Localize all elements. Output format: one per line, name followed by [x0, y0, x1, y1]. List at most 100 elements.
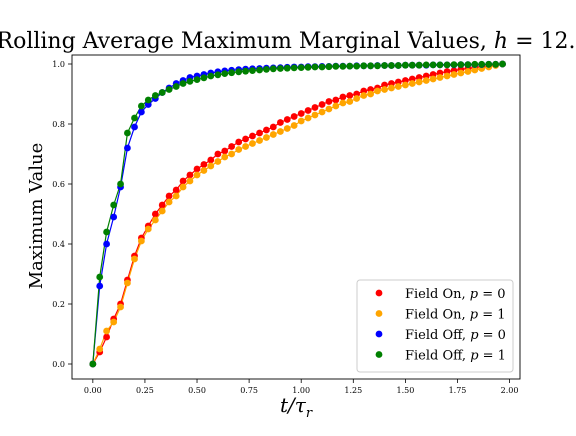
data-point-s1-51 — [443, 72, 451, 80]
data-point-s3-38 — [353, 62, 361, 70]
data-point-s1-46 — [408, 80, 416, 87]
legend-marker-3 — [375, 351, 383, 358]
data-point-s3-14 — [186, 78, 194, 85]
data-point-s1-12 — [172, 192, 180, 200]
chart-title-var: h — [494, 29, 508, 54]
data-point-s1-13 — [179, 183, 187, 191]
data-point-s0-13 — [179, 177, 187, 185]
data-point-s1-25 — [263, 134, 270, 141]
data-point-s3-10 — [158, 89, 166, 96]
data-point-s1-53 — [457, 69, 465, 77]
data-point-s0-34 — [325, 98, 333, 105]
data-point-s3-33 — [318, 63, 326, 71]
data-point-s3-31 — [304, 63, 312, 71]
data-point-s2-2 — [103, 240, 110, 248]
data-point-s3-13 — [179, 80, 187, 87]
data-point-s1-32 — [311, 111, 319, 119]
data-point-s1-38 — [353, 95, 361, 102]
data-point-s1-31 — [304, 114, 312, 122]
y-tick-label-1: 0.2 — [52, 300, 65, 309]
data-point-s3-17 — [207, 72, 215, 80]
data-point-s0-28 — [283, 116, 291, 123]
data-point-s1-36 — [339, 99, 347, 107]
data-point-s3-3 — [110, 201, 118, 209]
data-point-s1-18 — [214, 158, 222, 165]
x-tick-label-1: 0.25 — [136, 386, 154, 395]
data-point-s3-15 — [193, 76, 201, 83]
data-point-s1-50 — [436, 74, 444, 81]
data-point-s3-7 — [137, 102, 145, 110]
data-point-s1-6 — [131, 255, 138, 263]
data-point-s1-48 — [422, 77, 430, 84]
data-point-s1-4 — [117, 303, 124, 311]
legend: Field On, p = 0 Field On, p = 1 Field Off,… — [356, 279, 514, 373]
data-point-s2-3 — [110, 213, 118, 221]
data-point-s1-23 — [249, 140, 256, 147]
chart-title-rest: = 12.5 — [508, 29, 576, 54]
data-point-s0-35 — [332, 96, 340, 104]
data-point-s3-27 — [276, 65, 284, 72]
data-point-s3-23 — [249, 67, 256, 74]
data-point-s1-26 — [269, 131, 277, 138]
data-point-s0-20 — [228, 143, 236, 150]
data-point-s0-19 — [221, 147, 229, 155]
y-tick-label-5: 1.0 — [52, 60, 65, 69]
data-point-s3-25 — [263, 66, 270, 73]
data-point-s0-17 — [207, 156, 215, 164]
data-point-s3-59 — [499, 60, 506, 68]
data-point-s1-8 — [144, 225, 152, 233]
data-point-s0-37 — [346, 92, 354, 99]
data-point-s3-21 — [235, 68, 243, 76]
chart-title-text: Rolling Average Maximum Marginal Values, — [0, 29, 494, 54]
legend-box — [356, 279, 514, 373]
legend-label-1: Field On, p = 1 — [405, 308, 506, 323]
legend-label-3: Field Off, p = 1 — [405, 349, 506, 364]
data-point-s3-16 — [200, 74, 208, 82]
data-point-s1-14 — [186, 177, 194, 185]
data-point-s1-17 — [207, 162, 215, 170]
data-point-s3-34 — [325, 63, 333, 71]
data-point-s3-11 — [165, 86, 173, 93]
data-point-s2-7 — [137, 108, 145, 116]
data-point-s3-29 — [290, 64, 298, 72]
data-point-s3-1 — [96, 273, 104, 281]
data-point-s0-10 — [158, 201, 166, 209]
data-point-s1-20 — [228, 150, 236, 158]
data-point-s1-33 — [318, 108, 326, 116]
data-point-s1-44 — [394, 83, 402, 90]
data-point-s1-37 — [346, 98, 354, 105]
data-point-s2-5 — [124, 144, 131, 152]
x-tick-label-3: 0.75 — [240, 386, 258, 395]
data-point-s3-12 — [172, 83, 180, 90]
data-point-s1-1 — [96, 345, 104, 353]
legend-label-2: Field Off, p = 0 — [405, 328, 506, 343]
data-point-s3-2 — [103, 228, 110, 236]
data-point-s3-50 — [436, 61, 444, 69]
data-point-s0-26 — [269, 123, 277, 131]
y-axis-label: Maximum Value — [26, 143, 47, 290]
data-point-s1-21 — [235, 146, 243, 153]
data-point-s1-19 — [221, 153, 229, 161]
data-point-s0-31 — [304, 107, 312, 114]
data-point-s3-45 — [401, 61, 409, 69]
x-axis-label: t/τr — [280, 393, 313, 421]
data-point-s1-54 — [464, 68, 472, 75]
data-point-s3-19 — [221, 70, 229, 77]
data-point-s3-39 — [360, 62, 368, 70]
data-point-s0-24 — [256, 129, 263, 137]
data-point-s3-4 — [117, 180, 124, 188]
data-point-s1-5 — [124, 279, 131, 287]
data-point-s1-28 — [283, 125, 291, 132]
data-point-s3-8 — [144, 96, 152, 104]
data-point-s3-22 — [242, 67, 249, 75]
data-point-s3-44 — [394, 62, 402, 69]
data-point-s3-54 — [464, 61, 472, 68]
data-point-s0-32 — [311, 104, 319, 111]
data-point-s0-12 — [172, 186, 180, 194]
data-point-s3-37 — [346, 62, 354, 70]
data-point-s3-53 — [457, 61, 465, 68]
data-point-s0-15 — [193, 165, 201, 173]
data-point-s3-48 — [422, 61, 430, 69]
data-point-s3-26 — [269, 65, 277, 73]
